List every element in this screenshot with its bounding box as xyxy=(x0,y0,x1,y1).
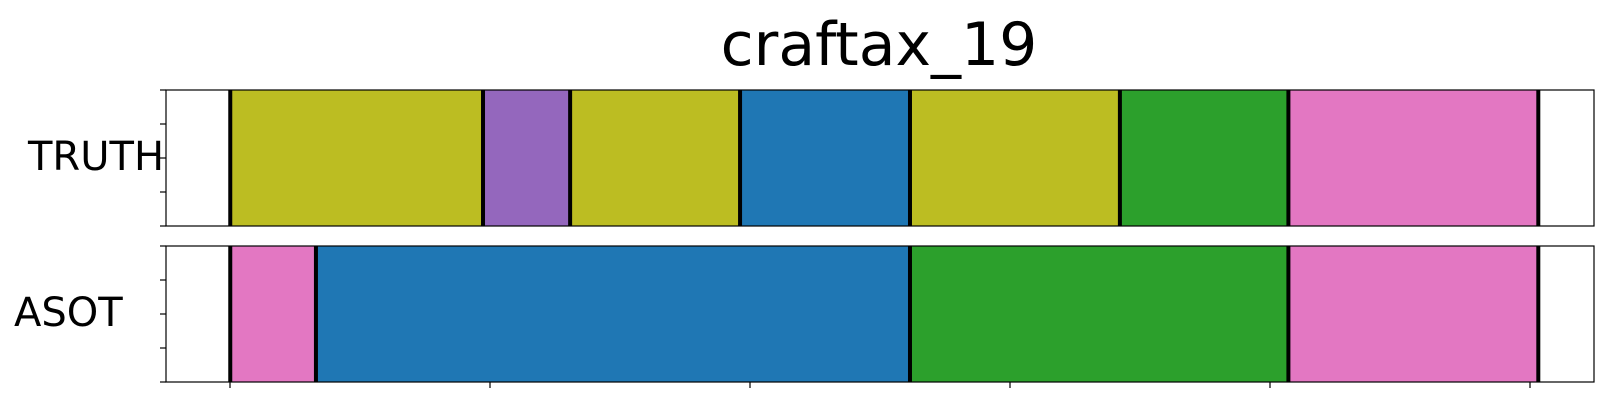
segment-bar xyxy=(483,90,570,226)
row-label: TRUTH xyxy=(27,134,164,180)
segment-bar xyxy=(740,90,910,226)
chart-title: craftax_19 xyxy=(721,10,1038,80)
segment-row-truth: TRUTH xyxy=(27,90,1594,226)
segment-bar xyxy=(316,246,910,382)
segment-row-asot: ASOT xyxy=(14,246,1594,388)
rows-layer: TRUTH ASOT xyxy=(14,90,1594,388)
segment-bar xyxy=(230,246,316,382)
segment-bar xyxy=(910,246,1288,382)
segment-bar xyxy=(1288,246,1538,382)
row-label: ASOT xyxy=(14,290,123,336)
segment-bar xyxy=(1288,90,1538,226)
segment-bar xyxy=(230,90,483,226)
segment-bar xyxy=(570,90,740,226)
segment-bar xyxy=(910,90,1120,226)
segment-bar xyxy=(1120,90,1289,226)
